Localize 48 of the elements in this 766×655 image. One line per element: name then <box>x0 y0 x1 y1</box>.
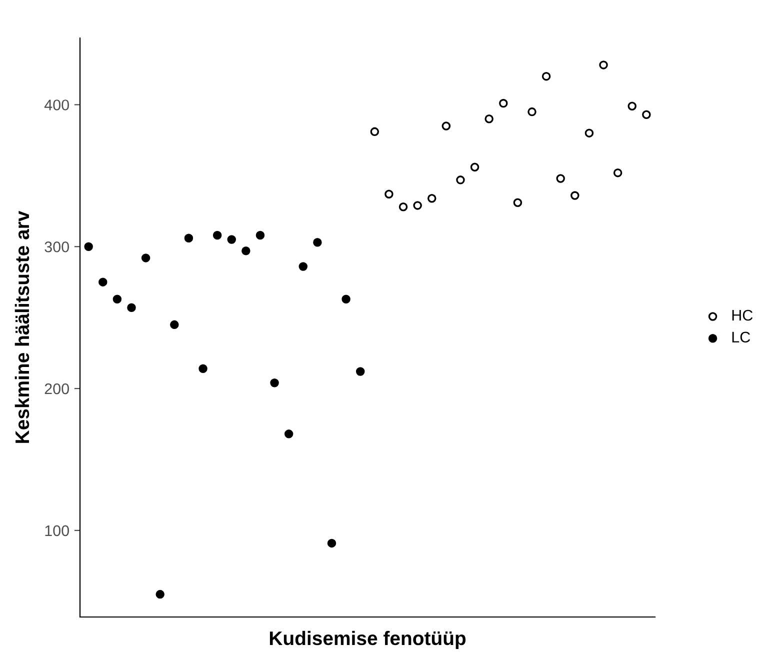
point <box>84 242 93 251</box>
point <box>442 122 451 130</box>
point <box>112 294 122 304</box>
point <box>184 234 194 242</box>
point <box>398 202 408 212</box>
y-tick-label: 400 <box>44 100 69 110</box>
point <box>127 303 136 312</box>
point <box>227 235 236 244</box>
point <box>342 294 350 304</box>
point <box>170 320 179 330</box>
point <box>327 538 336 548</box>
point <box>370 127 380 136</box>
point <box>256 230 265 240</box>
point <box>599 60 608 70</box>
point <box>513 198 522 207</box>
point <box>413 201 422 210</box>
point <box>499 98 508 108</box>
point <box>98 278 108 286</box>
point <box>198 364 208 374</box>
point <box>313 238 322 247</box>
x-axis-title: Kudisemise fenotüüp <box>270 630 466 650</box>
legend-label: HC <box>732 310 753 321</box>
legend-label: LC <box>732 332 750 343</box>
point <box>242 246 250 256</box>
point <box>556 174 565 183</box>
point <box>270 378 279 388</box>
point <box>384 190 394 198</box>
point <box>528 107 536 116</box>
y-tick-label: 100 <box>45 525 69 536</box>
point <box>613 168 622 178</box>
point <box>542 72 551 81</box>
point <box>284 430 294 438</box>
point <box>584 128 594 138</box>
point <box>156 590 164 599</box>
point <box>484 114 494 124</box>
point <box>141 254 150 262</box>
point <box>427 194 436 203</box>
point <box>298 262 308 271</box>
y-tick-label: 300 <box>44 241 69 252</box>
point <box>470 162 480 172</box>
point <box>628 102 636 110</box>
point <box>212 230 222 240</box>
y-tick-label: 200 <box>44 383 69 394</box>
point <box>456 176 465 184</box>
point <box>642 110 651 120</box>
point <box>570 191 580 200</box>
y-axis-title: Keskmine häälitsuste arv <box>14 210 30 443</box>
point <box>356 367 365 376</box>
